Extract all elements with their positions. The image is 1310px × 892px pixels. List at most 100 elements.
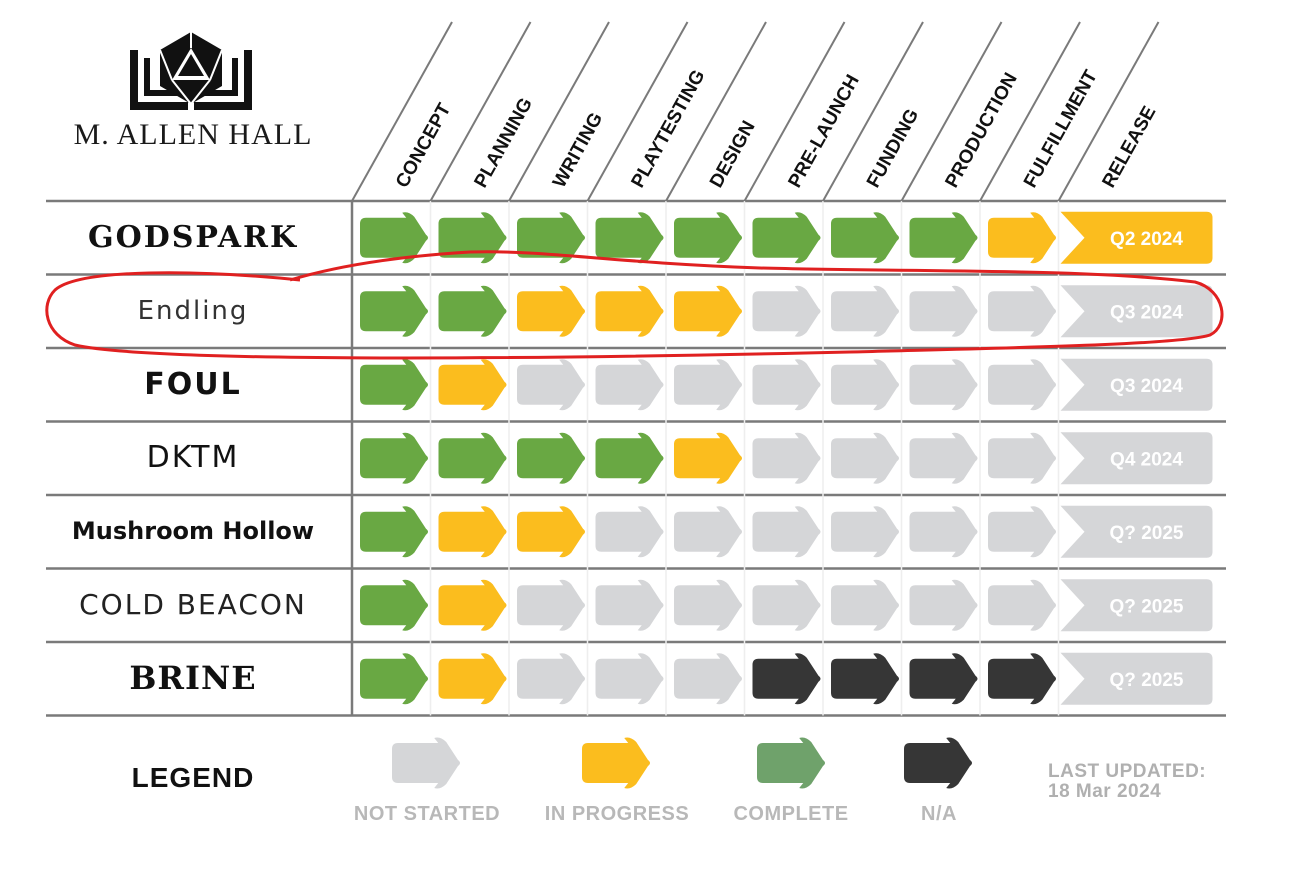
status-cells: Q2 2024 Q3 2024 Q3 2024 Q4 2024 Q? 2025 Q? 20… <box>360 211 1213 705</box>
last-updated-date: 18 Mar 2024 <box>1048 781 1162 802</box>
legend-label-not-started: NOT STARTED <box>353 803 501 825</box>
release-cell-dktm <box>1060 432 1213 485</box>
status-arrow-endling-concept <box>360 285 428 337</box>
release-label: Q? 2025 <box>1110 596 1184 617</box>
project-name-brine: BRINE <box>129 659 257 697</box>
status-arrow-brine-planning <box>438 653 507 705</box>
status-arrow-endling-planning <box>438 285 507 337</box>
column-header-release: RELEASE <box>1099 103 1161 192</box>
header-slant-line <box>900 21 1003 202</box>
status-arrow-foul-concept <box>360 359 428 411</box>
release-label: Q4 2024 <box>1110 449 1183 470</box>
status-arrow-mushroom-hollow-playtesting <box>595 506 664 558</box>
status-arrow-godspark-funding <box>831 212 899 264</box>
release-label: Q3 2024 <box>1110 376 1183 397</box>
brand-name: M. ALLEN HALL <box>73 118 313 151</box>
status-arrow-dktm-pre-launch <box>752 432 821 484</box>
status-arrow-mushroom-hollow-production <box>909 506 978 558</box>
column-header-playtesting: PLAYTESTING <box>628 66 710 191</box>
legend-label-complete: COMPLETE <box>733 803 849 825</box>
header-slant-line <box>508 21 610 202</box>
header-slant-line <box>743 21 846 202</box>
release-label: Q3 2024 <box>1110 302 1183 323</box>
header-slant-line <box>586 21 689 202</box>
status-arrow-godspark-planning <box>438 212 507 264</box>
legend-icons <box>392 737 972 789</box>
status-arrow-foul-playtesting <box>595 359 664 411</box>
column-header-pre-launch: PRE-LAUNCH <box>785 71 864 191</box>
status-arrow-brine-funding <box>831 653 899 705</box>
status-arrow-dktm-production <box>909 432 978 484</box>
status-arrow-foul-planning <box>438 359 507 411</box>
column-header-fulfillment: FULFILLMENT <box>1020 66 1102 191</box>
status-arrow-endling-funding <box>831 285 899 337</box>
legend-swatch-complete <box>757 737 825 789</box>
status-arrow-cold-beacon-fulfillment <box>988 579 1056 631</box>
status-arrow-cold-beacon-design <box>674 579 742 631</box>
status-arrow-brine-concept <box>360 653 428 705</box>
release-cell-foul <box>1060 358 1213 411</box>
project-name-endling: Endling <box>137 295 249 326</box>
release-label: Q? 2025 <box>1110 523 1184 544</box>
status-arrow-godspark-concept <box>360 212 428 264</box>
status-arrow-godspark-production <box>909 212 978 264</box>
project-name-godspark: GODSPARK <box>87 219 299 255</box>
status-arrow-foul-fulfillment <box>988 359 1056 411</box>
header-slant-line <box>429 21 532 202</box>
status-arrow-endling-design <box>674 285 742 337</box>
header-slant-line <box>822 21 924 202</box>
legend-swatch-n-a <box>904 737 972 789</box>
release-cell-godspark <box>1060 211 1213 264</box>
status-arrow-dktm-concept <box>360 432 428 484</box>
status-arrow-brine-design <box>674 653 742 705</box>
column-header-writing: WRITING <box>549 109 607 191</box>
column-header-planning: PLANNING <box>471 94 537 191</box>
status-arrow-cold-beacon-concept <box>360 579 428 631</box>
last-updated-label: LAST UPDATED: <box>1048 761 1207 782</box>
project-name-dktm: DKTM <box>146 440 240 475</box>
status-arrow-cold-beacon-planning <box>438 579 507 631</box>
project-name-cold-beacon: COLD BEACON <box>79 588 307 621</box>
status-arrow-godspark-fulfillment <box>988 212 1056 264</box>
status-arrow-dktm-funding <box>831 432 899 484</box>
release-label: Q? 2025 <box>1110 670 1184 691</box>
project-name-foul: FOUL <box>144 366 242 402</box>
legend-label-in-progress: IN PROGRESS <box>544 803 690 825</box>
header-slant-line <box>1057 21 1160 202</box>
status-arrow-endling-playtesting <box>595 285 664 337</box>
status-arrow-mushroom-hollow-planning <box>438 506 507 558</box>
column-header-design: DESIGN <box>706 118 760 192</box>
status-arrow-mushroom-hollow-fulfillment <box>988 506 1056 558</box>
project-name-mushroom-hollow: Mushroom Hollow <box>71 517 315 545</box>
status-arrow-foul-funding <box>831 359 899 411</box>
legend-swatch-not-started <box>392 737 460 789</box>
status-arrow-brine-fulfillment <box>988 653 1056 705</box>
status-arrow-brine-pre-launch <box>752 653 821 705</box>
red-highlight-circle <box>45 250 1224 360</box>
column-header-production: PRODUCTION <box>942 70 1022 192</box>
status-arrow-endling-fulfillment <box>988 285 1056 337</box>
legend-swatch-in-progress <box>582 737 650 789</box>
header-slant-line <box>979 21 1081 202</box>
legend-title: LEGEND <box>131 762 255 793</box>
status-arrow-foul-production <box>909 359 978 411</box>
header-slant-line <box>351 21 453 202</box>
status-arrow-foul-writing <box>517 359 585 411</box>
status-arrow-endling-writing <box>517 285 585 337</box>
status-arrow-dktm-writing <box>517 432 585 484</box>
status-arrow-godspark-playtesting <box>595 212 664 264</box>
status-arrow-godspark-design <box>674 212 742 264</box>
status-arrow-dktm-fulfillment <box>988 432 1056 484</box>
status-arrow-godspark-writing <box>517 212 585 264</box>
status-arrow-endling-pre-launch <box>752 285 821 337</box>
last-updated: LAST UPDATED: 18 Mar 2024 <box>1048 762 1248 802</box>
status-arrow-dktm-design <box>674 432 742 484</box>
status-arrow-brine-writing <box>517 653 585 705</box>
d20-book-icon <box>130 32 252 110</box>
status-arrow-cold-beacon-funding <box>831 579 899 631</box>
status-arrow-cold-beacon-playtesting <box>595 579 664 631</box>
release-cell-brine <box>1060 652 1213 705</box>
release-cell-endling <box>1060 285 1213 338</box>
status-arrow-cold-beacon-pre-launch <box>752 579 821 631</box>
